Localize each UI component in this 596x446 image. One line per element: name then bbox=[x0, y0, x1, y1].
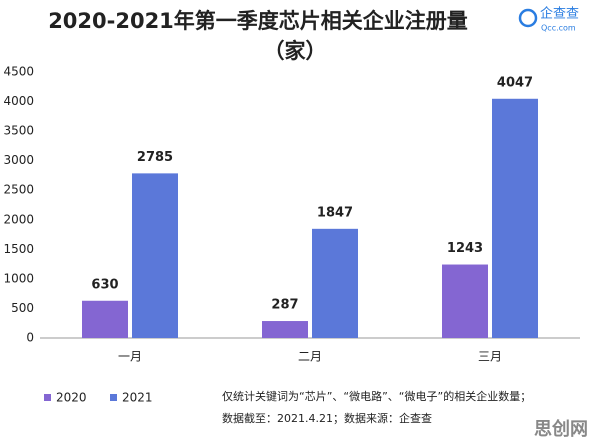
value-label: 1847 bbox=[317, 205, 353, 220]
bar bbox=[82, 300, 128, 338]
y-tick-label: 3500 bbox=[3, 124, 34, 138]
bar bbox=[262, 321, 308, 338]
legend-swatch bbox=[110, 394, 117, 401]
x-tick-label: 三月 bbox=[478, 350, 502, 364]
logo-icon bbox=[518, 8, 538, 28]
legend-label: 2021 bbox=[122, 391, 153, 405]
bar bbox=[492, 98, 538, 338]
legend-swatch bbox=[44, 394, 51, 401]
chart-subtitle: （家） bbox=[264, 39, 327, 63]
watermark: 思创网 bbox=[534, 418, 588, 440]
logo-url: Qcc.com bbox=[541, 24, 576, 33]
note: 数据截至：2021.4.21；数据来源：企查查 bbox=[222, 411, 432, 425]
bar bbox=[132, 173, 178, 338]
y-tick-label: 2000 bbox=[3, 212, 34, 226]
chart-title: 2020-2021年第一季度芯片相关企业注册量 bbox=[48, 9, 468, 33]
y-tick-label: 1000 bbox=[3, 271, 34, 285]
y-tick-label: 4000 bbox=[3, 94, 34, 108]
y-tick-label: 1500 bbox=[3, 242, 34, 256]
x-tick-label: 一月 bbox=[118, 350, 142, 364]
y-tick-label: 3000 bbox=[3, 153, 34, 167]
value-label: 287 bbox=[271, 298, 298, 313]
y-tick-label: 500 bbox=[11, 301, 34, 315]
y-tick-label: 2500 bbox=[3, 183, 34, 197]
value-label: 1243 bbox=[447, 241, 483, 256]
bar bbox=[312, 228, 358, 338]
y-tick-label: 0 bbox=[26, 331, 34, 345]
value-label: 630 bbox=[91, 277, 118, 292]
legend-label: 2020 bbox=[56, 391, 87, 405]
bar bbox=[442, 264, 488, 338]
y-tick-label: 4500 bbox=[3, 65, 34, 79]
value-label: 2785 bbox=[137, 150, 173, 165]
x-tick-label: 二月 bbox=[298, 350, 322, 364]
logo-name: 企查查 bbox=[540, 6, 579, 22]
value-label: 4047 bbox=[497, 75, 533, 90]
note: 仅统计关键词为“芯片”、“微电路”、“微电子”的相关企业数量； bbox=[222, 389, 531, 403]
